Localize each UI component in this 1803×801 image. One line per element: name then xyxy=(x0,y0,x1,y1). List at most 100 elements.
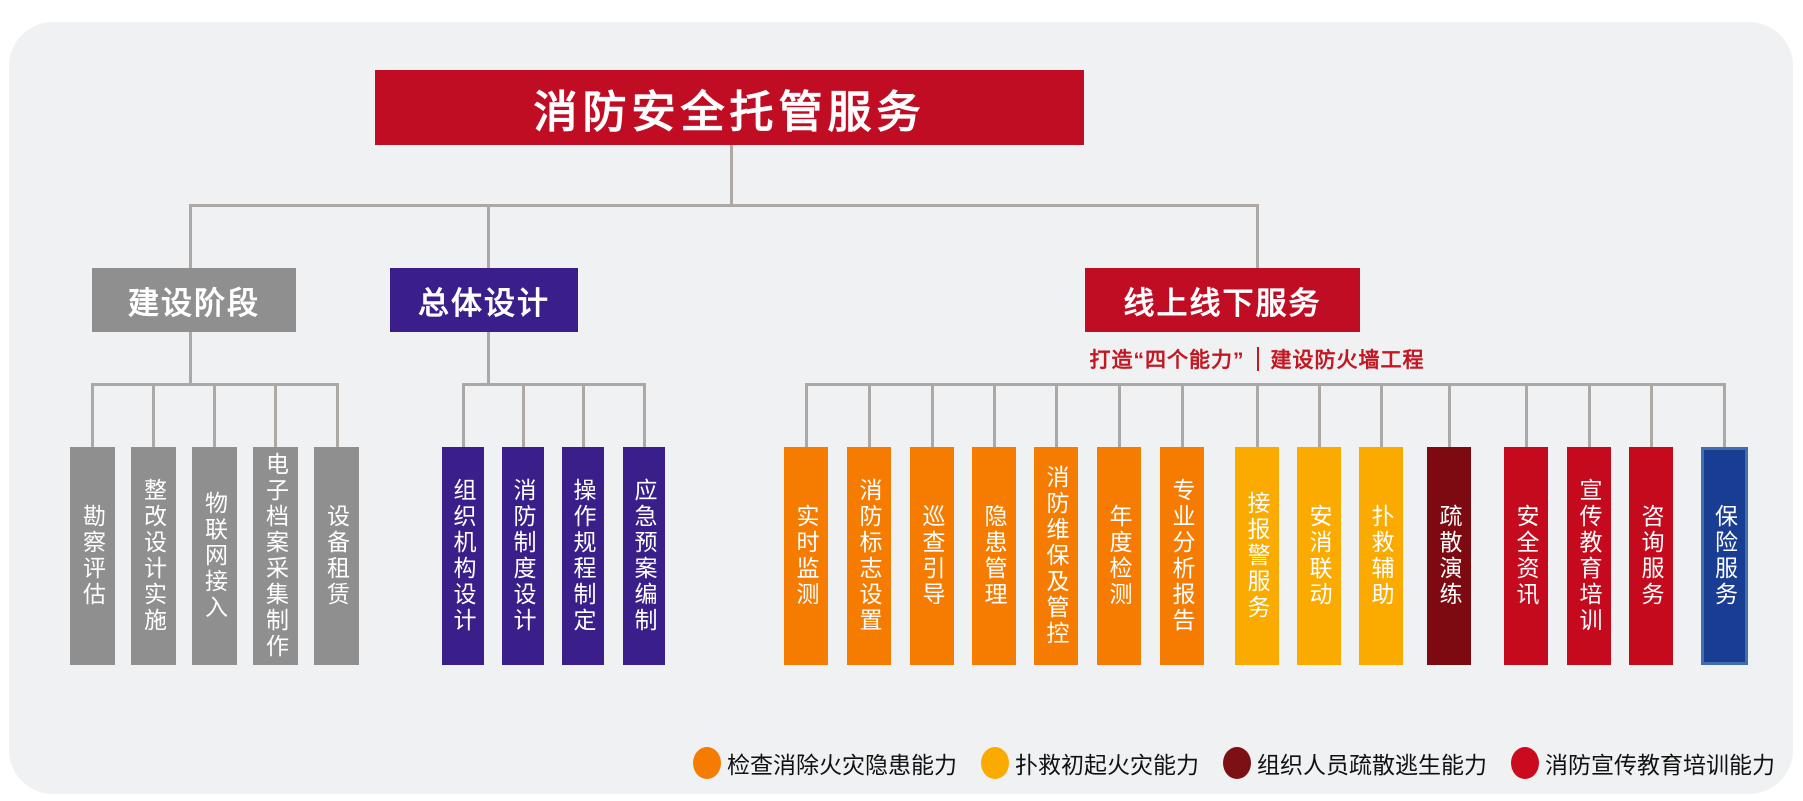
online-subtitle-right: 建设防火墙工程 xyxy=(1270,349,1425,372)
connector-line xyxy=(1181,383,1184,447)
online-node-15-label: 保险服务 xyxy=(1711,504,1738,608)
online-node-14: 咨询服务 xyxy=(1629,447,1673,665)
design-node-2: 消防制度设计 xyxy=(502,447,544,665)
construction-node-1: 勘察评估 xyxy=(70,447,115,665)
connector-line xyxy=(805,383,808,447)
online-node-11-label: 疏散演练 xyxy=(1436,504,1462,608)
online-node-1: 实时监测 xyxy=(784,447,828,665)
branch-online-label: 线上线下服务 xyxy=(1123,285,1322,321)
connector-line xyxy=(1118,383,1121,447)
connector-line xyxy=(1588,383,1591,447)
connector-line xyxy=(1318,383,1321,447)
connector-line xyxy=(1055,383,1058,447)
online-node-6-label: 年度检测 xyxy=(1106,504,1132,608)
legend-label-education: 消防宣传教育培训能力 xyxy=(1545,752,1775,778)
construction-node-4-label: 电子档案采集制作 xyxy=(262,452,289,660)
connector-line xyxy=(487,332,490,386)
online-node-11: 疏散演练 xyxy=(1427,447,1471,665)
connector-line xyxy=(152,383,155,447)
connector-line xyxy=(1448,383,1451,447)
connector-line xyxy=(91,383,94,447)
construction-node-5: 设备租赁 xyxy=(314,447,359,665)
legend-item-education: 消防宣传教育培训能力 xyxy=(1511,746,1775,780)
online-node-3: 巡查引导 xyxy=(910,447,954,665)
legend-swatch-red xyxy=(1511,747,1539,779)
legend-swatch-amber xyxy=(981,747,1009,779)
online-node-5: 消防维保及管控 xyxy=(1034,447,1078,665)
legend-swatch-darkred xyxy=(1223,747,1251,779)
online-node-5-label: 消防维保及管控 xyxy=(1043,465,1069,647)
connector-line xyxy=(213,383,216,447)
connector-line xyxy=(643,383,646,447)
online-node-14-label: 咨询服务 xyxy=(1638,504,1664,608)
online-node-13-label: 宣传教育培训 xyxy=(1576,478,1602,634)
connector-line xyxy=(522,383,525,447)
branch-construction-header: 建设阶段 xyxy=(92,268,296,332)
construction-node-2: 整改设计实施 xyxy=(131,447,176,665)
design-node-1: 组织机构设计 xyxy=(442,447,484,665)
online-node-7: 专业分析报告 xyxy=(1160,447,1204,665)
connector-line xyxy=(189,204,192,268)
connector-line xyxy=(1256,383,1259,447)
legend-label-extinguish: 扑救初起火灾能力 xyxy=(1015,752,1199,778)
legend-label-inspect: 检查消除火灾隐患能力 xyxy=(727,752,957,778)
online-node-9-label: 安消联动 xyxy=(1306,504,1332,608)
online-node-8-label: 接报警服务 xyxy=(1244,491,1270,621)
online-node-6: 年度检测 xyxy=(1097,447,1141,665)
connector-line xyxy=(1256,204,1259,268)
branch-construction-label: 建设阶段 xyxy=(128,285,260,321)
online-node-2: 消防标志设置 xyxy=(847,447,891,665)
online-node-15: 保险服务 xyxy=(1701,447,1748,665)
branch-design-label: 总体设计 xyxy=(418,285,550,321)
legend-item-inspect: 检查消除火灾隐患能力 xyxy=(693,746,957,780)
online-node-2-label: 消防标志设置 xyxy=(856,478,882,634)
connector-line xyxy=(805,383,1725,386)
online-node-10: 扑救辅助 xyxy=(1359,447,1403,665)
connector-line xyxy=(582,383,585,447)
connector-line xyxy=(462,383,465,447)
online-node-8: 接报警服务 xyxy=(1235,447,1279,665)
legend: 检查消除火灾隐患能力 扑救初起火灾能力 组织人员疏散逃生能力 消防宣传教育培训能… xyxy=(693,746,1775,780)
design-node-2-label: 消防制度设计 xyxy=(510,478,536,634)
connector-line xyxy=(462,383,646,386)
legend-swatch-orange xyxy=(693,747,721,779)
connector-line xyxy=(868,383,871,447)
construction-node-1-label: 勘察评估 xyxy=(79,504,106,608)
online-node-1-label: 实时监测 xyxy=(793,504,819,608)
online-node-10-label: 扑救辅助 xyxy=(1368,504,1394,608)
construction-node-4: 电子档案采集制作 xyxy=(253,447,298,665)
connector-line xyxy=(274,383,277,447)
branch-design-header: 总体设计 xyxy=(390,268,578,332)
root-title-banner: 消防安全托管服务 xyxy=(375,70,1084,145)
legend-label-evacuate: 组织人员疏散逃生能力 xyxy=(1257,752,1487,778)
construction-node-5-label: 设备租赁 xyxy=(323,504,350,608)
design-node-4-label: 应急预案编制 xyxy=(631,478,657,634)
connector-line xyxy=(730,145,733,207)
online-node-7-label: 专业分析报告 xyxy=(1169,478,1195,634)
design-node-4: 应急预案编制 xyxy=(623,447,665,665)
online-node-13: 宣传教育培训 xyxy=(1567,447,1611,665)
online-node-3-label: 巡查引导 xyxy=(919,504,945,608)
construction-node-3-label: 物联网接入 xyxy=(201,491,228,621)
connector-line xyxy=(1525,383,1528,447)
chart-card xyxy=(9,22,1793,794)
connector-line xyxy=(1723,383,1726,447)
design-node-3-label: 操作规程制定 xyxy=(570,478,596,634)
connector-line xyxy=(336,383,339,447)
connector-line xyxy=(1650,383,1653,447)
legend-item-extinguish: 扑救初起火灾能力 xyxy=(981,746,1199,780)
design-node-3: 操作规程制定 xyxy=(562,447,604,665)
connector-line xyxy=(931,383,934,447)
online-node-12: 安全资讯 xyxy=(1504,447,1548,665)
subtitle-divider xyxy=(1256,347,1259,371)
connector-line xyxy=(487,204,490,268)
online-subtitle-left: 打造“四个能力” xyxy=(1089,349,1245,372)
root-title-label: 消防安全托管服务 xyxy=(533,87,926,137)
online-node-9: 安消联动 xyxy=(1297,447,1341,665)
branch-online-header: 线上线下服务 xyxy=(1085,268,1360,332)
connector-line xyxy=(189,332,192,386)
online-node-4-label: 隐患管理 xyxy=(981,504,1007,608)
online-node-4: 隐患管理 xyxy=(972,447,1016,665)
design-node-1-label: 组织机构设计 xyxy=(450,478,476,634)
